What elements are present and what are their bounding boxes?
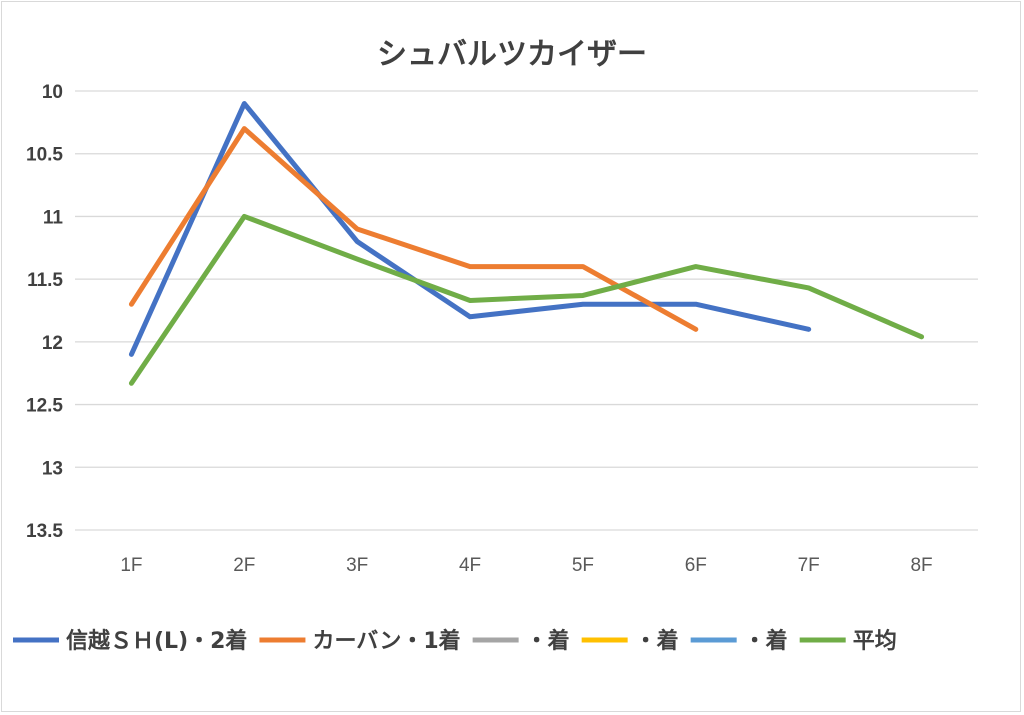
x-tick-label: 1F (120, 555, 142, 576)
y-tick-label: 10 (42, 82, 63, 103)
legend: 信越ＳＨ(L)・2着 カーバン・1着 ・着 ・着 ・着 平均 (13, 628, 897, 654)
x-tick-label: 5F (572, 555, 594, 576)
y-tick-label: 11 (43, 207, 64, 228)
y-axis-ticks: 10 10.5 11 11.5 12 12.5 13 13.5 (26, 82, 63, 542)
series-line-5 (128, 213, 925, 386)
y-tick-label: 12 (42, 333, 63, 354)
chart-title: シュバルツカイザー (377, 37, 647, 72)
series-line-0 (128, 101, 812, 357)
y-tick-label: 12.5 (26, 396, 63, 417)
legend-label-1: カーバン・1着 (312, 628, 460, 654)
x-tick-label: 8F (910, 555, 932, 576)
legend-label-2: ・着 (526, 628, 570, 654)
legend-label-0: 信越ＳＨ(L)・2着 (66, 628, 247, 654)
series-line-1 (128, 126, 699, 332)
y-tick-label: 13 (42, 458, 63, 479)
y-tick-label: 10.5 (26, 145, 63, 166)
x-tick-label: 6F (685, 555, 707, 576)
x-tick-label: 2F (233, 555, 255, 576)
x-tick-label: 4F (459, 555, 481, 576)
x-tick-label: 7F (798, 555, 820, 576)
legend-label-3: ・着 (635, 628, 679, 654)
y-tick-label: 13.5 (26, 521, 63, 542)
x-axis-ticks: 1F 2F 3F 4F 5F 6F 7F 8F (120, 555, 932, 576)
y-tick-label: 11.5 (27, 270, 63, 291)
legend-label-5: 平均 (853, 628, 897, 654)
legend-label-4: ・着 (744, 628, 788, 654)
plot-series (128, 101, 925, 386)
x-tick-label: 3F (346, 555, 368, 576)
